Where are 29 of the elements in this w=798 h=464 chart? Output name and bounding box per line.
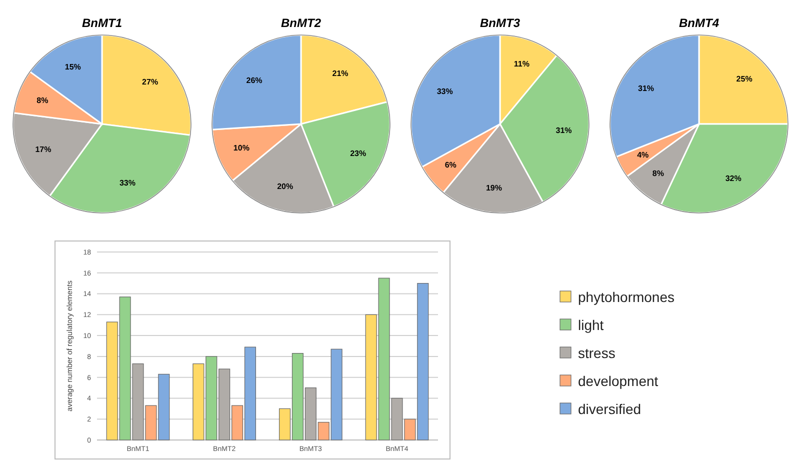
chart-title: BnMT3 [480,16,520,30]
data-label: 20% [277,182,294,191]
legend-label: light [578,316,604,333]
legend-label: diversified [578,400,642,417]
chart-title: BnMT2 [281,16,322,30]
data-label: 19% [486,184,502,193]
data-label: 8% [652,169,664,178]
data-label: 6% [444,160,456,170]
data-label: 33% [436,87,453,96]
legend-label: stress [578,344,616,361]
data-label: 11% [514,60,530,69]
chart-title: BnMT1 [82,16,122,30]
data-label: 31% [556,126,572,135]
data-label: 17% [35,145,52,154]
data-label: 27% [142,77,158,86]
legend-label: development [578,372,658,389]
data-label: 26% [246,76,262,85]
data-label: 10% [233,143,250,152]
data-label: 25% [736,74,752,84]
data-label: 31% [638,84,654,93]
data-label: 33% [119,178,136,188]
data-label: 23% [350,148,366,158]
legend-label: phytohormones [578,288,675,305]
data-label: 15% [64,62,81,72]
data-label: 32% [725,174,742,183]
data-label: 4% [637,150,649,160]
chart-title: BnMT4 [679,16,720,30]
data-label: 8% [36,96,48,106]
data-label: 21% [332,69,348,78]
